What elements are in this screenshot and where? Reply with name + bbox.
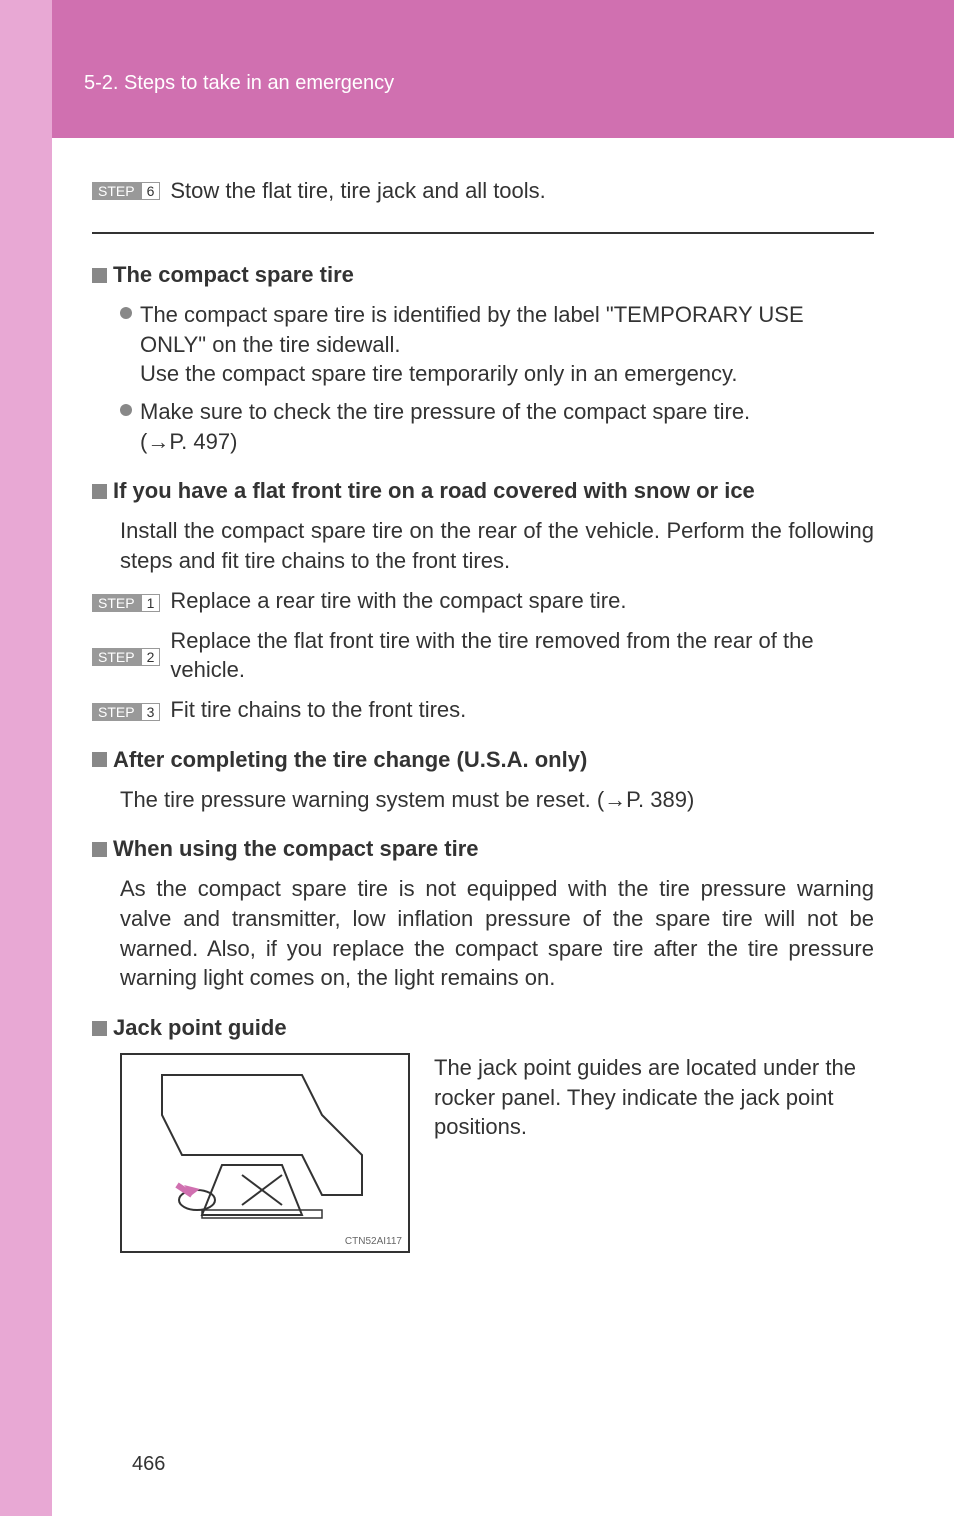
square-bullet-icon (92, 752, 107, 767)
text: The compact spare tire is identified by … (140, 302, 804, 357)
step-badge: STEP3 (92, 699, 160, 725)
section-title: When using the compact spare tire (113, 836, 479, 862)
step-number: 6 (141, 182, 161, 200)
substep-1: STEP1 Replace a rear tire with the compa… (92, 586, 874, 616)
square-bullet-icon (92, 1021, 107, 1036)
section-title: If you have a flat front tire on a road … (113, 478, 755, 504)
square-bullet-icon (92, 268, 107, 283)
section-jack-point: Jack point guide (92, 1015, 874, 1041)
step-badge: STEP2 (92, 630, 160, 685)
substep-text: Fit tire chains to the front tires. (170, 695, 466, 725)
step-label: STEP (92, 648, 141, 666)
step-number: 3 (141, 703, 161, 721)
page-ref: (→P. 497) (140, 429, 237, 454)
section-title: After completing the tire change (U.S.A.… (113, 747, 587, 773)
bullet-text: The compact spare tire is identified by … (140, 300, 874, 389)
section-after-change: After completing the tire change (U.S.A.… (92, 747, 874, 773)
square-bullet-icon (92, 484, 107, 499)
figure-label: CTN52AI117 (345, 1236, 402, 1247)
step-label: STEP (92, 594, 141, 612)
bullet-text: Make sure to check the tire pressure of … (140, 397, 750, 456)
paragraph: Install the compact spare tire on the re… (120, 516, 874, 575)
paragraph: The tire pressure warning system must be… (120, 785, 874, 815)
step-label: STEP (92, 703, 141, 721)
page-number: 466 (132, 1453, 874, 1476)
step-6-text: Stow the flat tire, tire jack and all to… (170, 178, 545, 204)
jack-point-figure: CTN52AI117 (120, 1053, 410, 1253)
jack-point-row: CTN52AI117 The jack point guides are loc… (120, 1053, 874, 1253)
jack-point-text: The jack point guides are located under … (434, 1053, 874, 1253)
bullet-item: Make sure to check the tire pressure of … (120, 397, 874, 456)
square-bullet-icon (92, 842, 107, 857)
bullet-item: The compact spare tire is identified by … (120, 300, 874, 389)
step-badge: STEP1 (92, 590, 160, 616)
section-title: Jack point guide (113, 1015, 287, 1041)
step-badge: STEP6 (92, 182, 160, 200)
text: Use the compact spare tire temporarily o… (140, 361, 738, 386)
step-number: 1 (141, 594, 161, 612)
step-label: STEP (92, 182, 141, 200)
section-compact-spare: The compact spare tire (92, 262, 874, 288)
main-content: STEP6 Stow the flat tire, tire jack and … (52, 138, 954, 1516)
jack-illustration-icon (122, 1055, 408, 1251)
section-flat-front: If you have a flat front tire on a road … (92, 478, 874, 504)
breadcrumb: 5-2. Steps to take in an emergency (84, 72, 954, 95)
substep-text: Replace the flat front tire with the tir… (170, 626, 874, 685)
page-header: 5-2. Steps to take in an emergency (52, 0, 954, 138)
substep-3: STEP3 Fit tire chains to the front tires… (92, 695, 874, 725)
section-title: The compact spare tire (113, 262, 354, 288)
step-6-row: STEP6 Stow the flat tire, tire jack and … (92, 178, 874, 204)
substep-2: STEP2 Replace the flat front tire with t… (92, 626, 874, 685)
dot-icon (120, 404, 132, 416)
divider (92, 232, 874, 234)
text: Make sure to check the tire pressure of … (140, 399, 750, 424)
substep-text: Replace a rear tire with the compact spa… (170, 586, 626, 616)
step-number: 2 (141, 648, 161, 666)
paragraph: As the compact spare tire is not equippe… (120, 874, 874, 993)
section-when-using: When using the compact spare tire (92, 836, 874, 862)
left-sidebar (0, 0, 52, 1516)
dot-icon (120, 307, 132, 319)
